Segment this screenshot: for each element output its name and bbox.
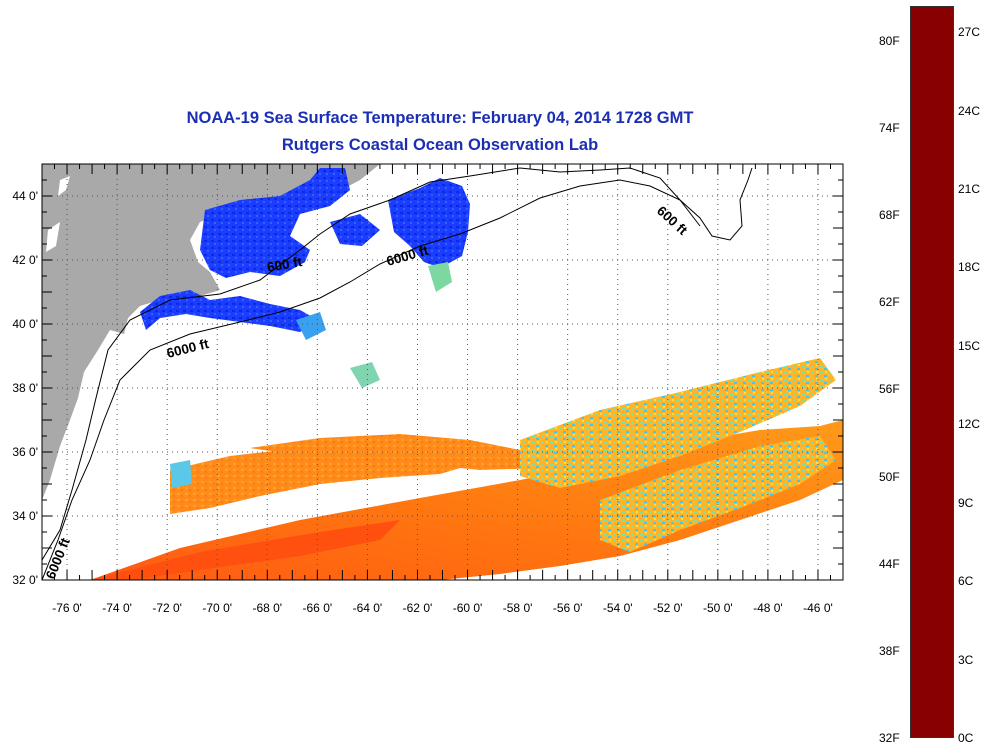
sst-cool-slope bbox=[296, 312, 326, 340]
celsius-label: 24C bbox=[958, 103, 981, 118]
fahrenheit-label: 38F bbox=[879, 643, 900, 658]
sst-cold-scotian-small bbox=[330, 214, 380, 246]
contour-600ft bbox=[42, 167, 753, 561]
celsius-label: 0C bbox=[958, 731, 974, 745]
fahrenheit-label: 68F bbox=[879, 208, 900, 223]
sst-cold-shelf bbox=[140, 290, 318, 332]
celsius-label: 12C bbox=[958, 417, 981, 432]
land-mass bbox=[42, 164, 318, 500]
lon-tick-label: -54 0' bbox=[603, 601, 633, 615]
sst-warm-band-east bbox=[520, 358, 836, 488]
lat-tick-label: 42 0' bbox=[12, 253, 38, 267]
lon-tick-label: -56 0' bbox=[553, 601, 583, 615]
celsius-label: 18C bbox=[958, 260, 981, 275]
fahrenheit-label: 62F bbox=[879, 295, 900, 310]
lon-tick-label: -72 0' bbox=[152, 601, 182, 615]
lon-tick-label: -68 0' bbox=[252, 601, 282, 615]
celsius-label: 6C bbox=[958, 574, 974, 589]
lon-tick-label: -64 0' bbox=[353, 601, 383, 615]
lon-tick-label: -52 0' bbox=[653, 601, 683, 615]
lon-axis: -76 0' -74 0' -72 0' -70 0' -68 0' -66 0… bbox=[52, 601, 833, 615]
lat-tick-label: 32 0' bbox=[12, 573, 38, 587]
celsius-label: 21C bbox=[958, 182, 981, 196]
celsius-label: 3C bbox=[958, 652, 974, 667]
celsius-label: 9C bbox=[958, 495, 974, 510]
fahrenheit-label: 32F bbox=[879, 731, 900, 745]
sst-green-patch bbox=[428, 262, 452, 292]
lon-tick-label: -48 0' bbox=[753, 601, 783, 615]
sst-warm-band-upper bbox=[250, 434, 560, 470]
lon-tick-label: -70 0' bbox=[202, 601, 232, 615]
lake bbox=[46, 222, 60, 252]
fahrenheit-label: 44F bbox=[879, 556, 900, 571]
fahrenheit-label: 74F bbox=[879, 121, 900, 135]
lon-tick-label: -66 0' bbox=[303, 601, 333, 615]
celsius-label: 15C bbox=[958, 338, 981, 353]
bay bbox=[94, 372, 104, 410]
map-title: NOAA-19 Sea Surface Temperature: Februar… bbox=[186, 109, 694, 127]
lon-tick-label: -74 0' bbox=[102, 601, 132, 615]
lon-tick-label: -62 0' bbox=[403, 601, 433, 615]
lon-tick-label: -76 0' bbox=[52, 601, 82, 615]
map-subtitle: Rutgers Coastal Ocean Observation Lab bbox=[281, 136, 599, 154]
contour-label: 600 ft bbox=[266, 254, 304, 275]
sst-green-patch bbox=[350, 362, 380, 388]
contour-6000ft bbox=[42, 179, 701, 580]
lon-tick-label: -60 0' bbox=[453, 601, 483, 615]
lat-tick-label: 34 0' bbox=[12, 509, 38, 523]
lake bbox=[58, 176, 70, 196]
celsius-label: 27C bbox=[958, 25, 981, 40]
axis-ticks bbox=[41, 163, 844, 581]
bathymetry-contours bbox=[42, 167, 753, 580]
lat-tick-label: 40 0' bbox=[12, 317, 38, 331]
sst-cold-scotian bbox=[388, 178, 470, 268]
lon-tick-label: -46 0' bbox=[803, 601, 833, 615]
lat-tick-label: 38 0' bbox=[12, 381, 38, 395]
lon-tick-label: -50 0' bbox=[703, 601, 733, 615]
lat-axis: 32 0' 34 0' 36 0' 38 0' 40 0' 42 0' 44 0… bbox=[12, 189, 38, 587]
sst-cool-west bbox=[170, 460, 192, 488]
fahrenheit-label: 50F bbox=[879, 469, 900, 484]
fahrenheit-label: 80F bbox=[879, 33, 900, 48]
lat-tick-label: 36 0' bbox=[12, 445, 38, 459]
temperature-colorbar bbox=[910, 6, 954, 738]
sst-warm-ribbon bbox=[170, 446, 480, 514]
lon-tick-label: -58 0' bbox=[503, 601, 533, 615]
lat-tick-label: 44 0' bbox=[12, 189, 38, 203]
fahrenheit-label: 56F bbox=[879, 382, 900, 397]
